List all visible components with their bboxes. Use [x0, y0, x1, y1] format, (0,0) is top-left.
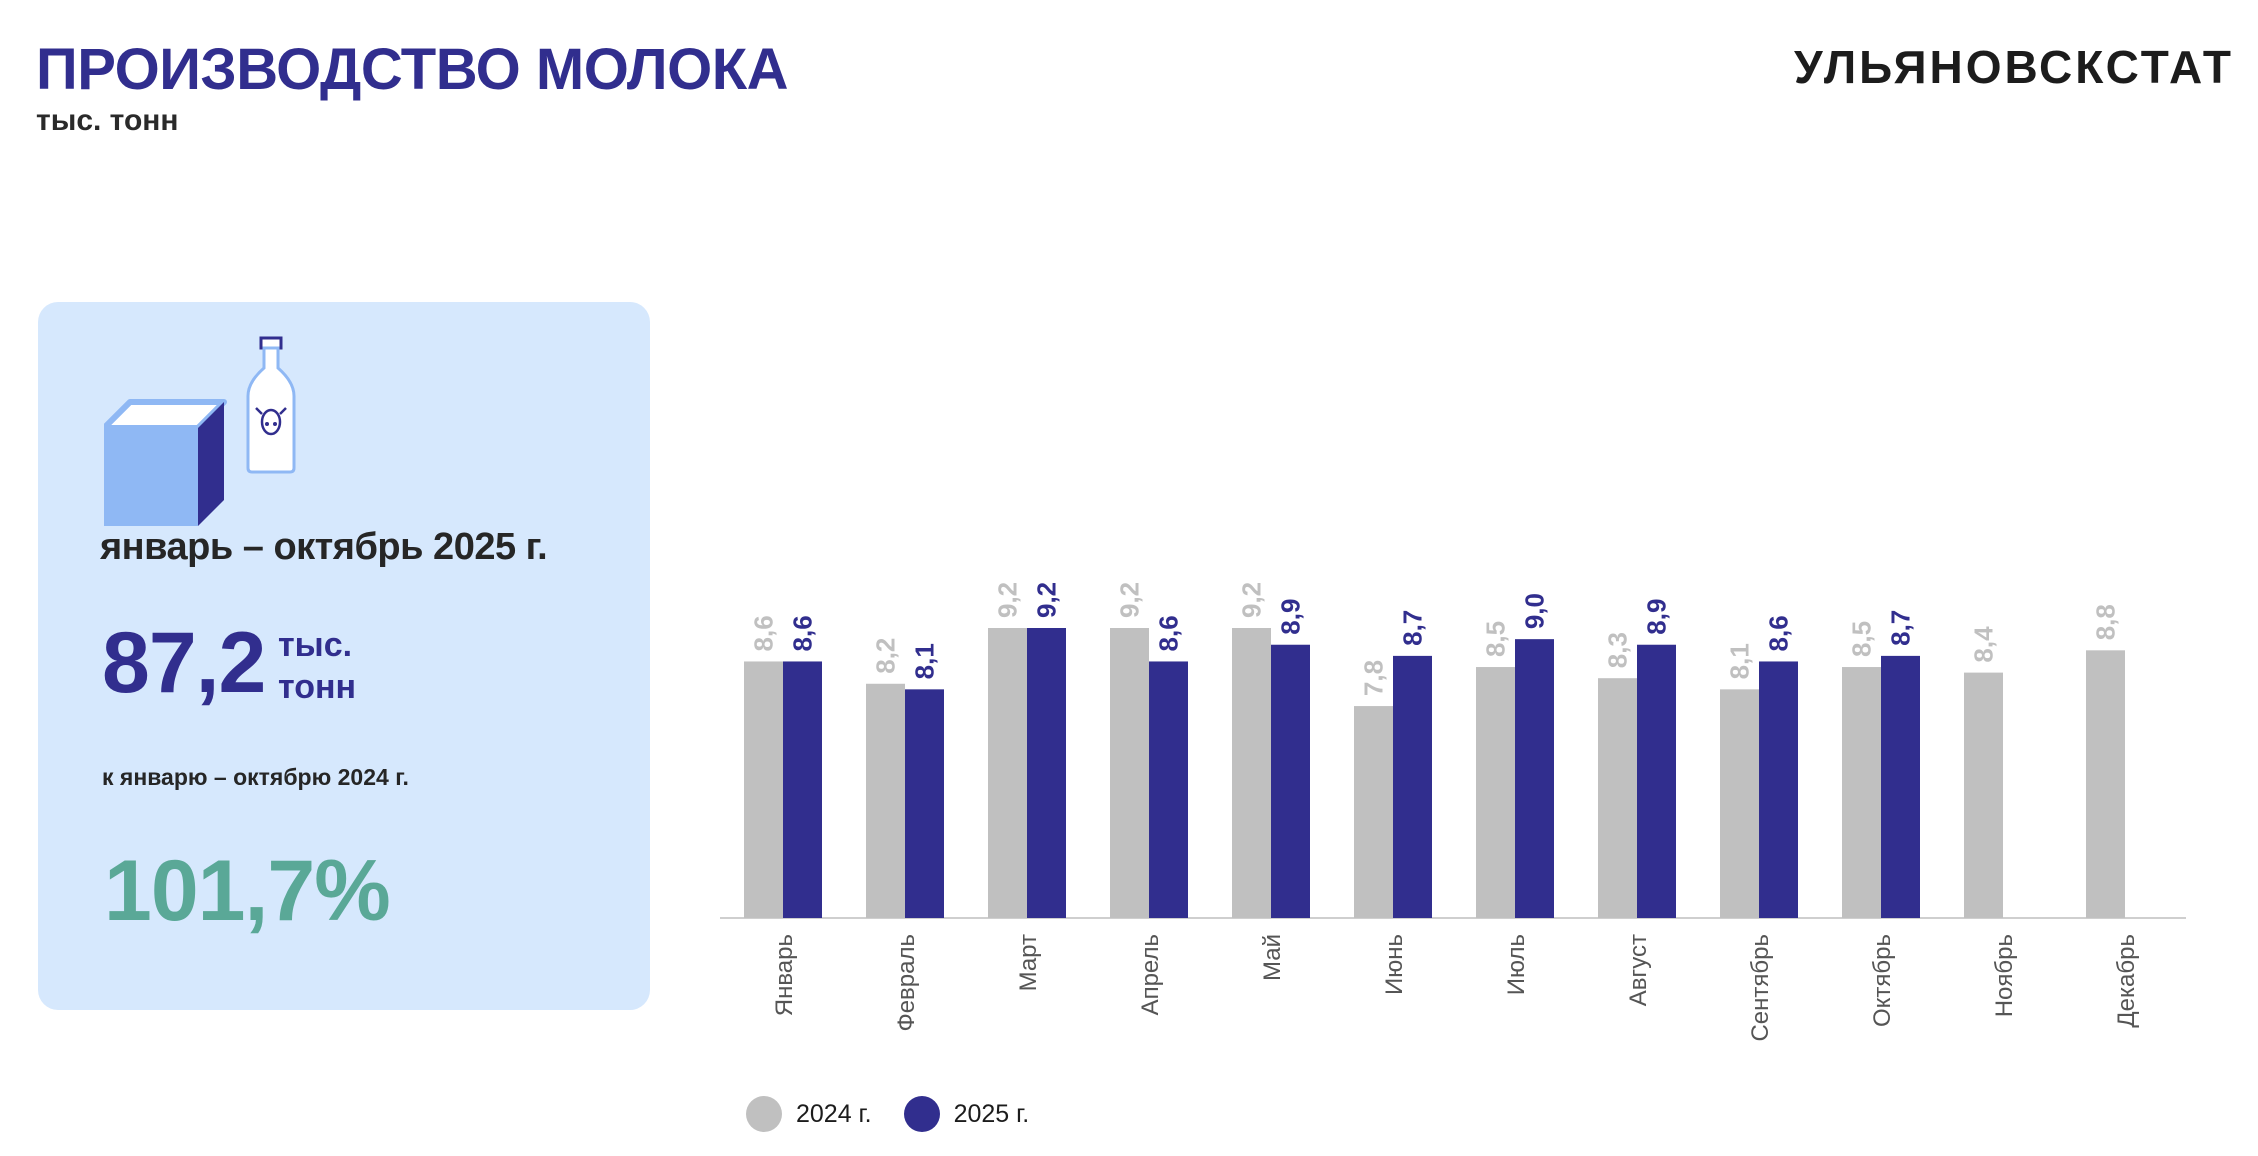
chart-legend: 2024 г. 2025 г. — [746, 1096, 1061, 1132]
bar-2025-6 — [1515, 639, 1554, 918]
x-tick-label-4: Май — [1259, 934, 1286, 981]
data-label-2024-3: 9,2 — [1115, 582, 1145, 618]
x-tick-label-10: Ноябрь — [1991, 934, 2018, 1017]
data-label-2024-5: 7,8 — [1359, 660, 1389, 696]
comparison-label: к январю – октябрю 2024 г. — [102, 764, 409, 790]
legend-label-2025: 2025 г. — [953, 1099, 1030, 1128]
percent-value: 101,7% — [104, 843, 391, 939]
bar-2025-0 — [783, 661, 822, 918]
bar-2025-5 — [1393, 655, 1432, 918]
data-label-2024-7: 8,3 — [1603, 632, 1633, 668]
page-subtitle: тыс. тонн — [36, 104, 179, 137]
legend-label-2024: 2024 г. — [796, 1099, 872, 1128]
period-label: январь – октябрь 2025 г. — [100, 526, 548, 568]
bar-2024-5 — [1354, 706, 1393, 918]
data-label-2024-10: 8,4 — [1969, 626, 1999, 663]
x-tick-label-3: Апрель — [1137, 934, 1164, 1015]
data-label-2024-1: 8,2 — [871, 638, 901, 674]
data-label-2025-6: 9,0 — [1520, 593, 1550, 629]
data-label-2025-5: 8,7 — [1398, 610, 1428, 646]
brand-logo: УЛЬЯНОВСКСТАТ — [1794, 41, 2234, 93]
data-label-2024-0: 8,6 — [749, 615, 779, 651]
bar-2024-4 — [1232, 628, 1271, 918]
bar-2025-7 — [1637, 644, 1676, 918]
bar-2025-8 — [1759, 661, 1798, 918]
data-label-2025-1: 8,1 — [910, 643, 940, 679]
x-tick-label-0: Январь — [771, 934, 798, 1016]
total-unit-line1: тыс. — [278, 626, 353, 664]
data-label-2025-0: 8,6 — [788, 615, 818, 651]
data-label-2024-6: 8,5 — [1481, 621, 1511, 657]
legend-item-2025: 2025 г. — [903, 1096, 1030, 1132]
x-tick-label-1: Февраль — [893, 934, 920, 1032]
bar-2024-2 — [988, 628, 1027, 918]
legend-item-2024: 2024 г. — [746, 1096, 872, 1132]
data-label-2024-2: 9,2 — [993, 582, 1023, 618]
bar-2025-9 — [1881, 655, 1920, 918]
x-tick-label-2: Март — [1015, 934, 1042, 991]
bar-2024-11 — [2086, 650, 2125, 918]
data-label-2024-8: 8,1 — [1725, 643, 1755, 679]
data-label-2025-8: 8,6 — [1764, 615, 1794, 651]
bar-2024-7 — [1598, 678, 1637, 918]
bar-2024-6 — [1476, 667, 1515, 918]
bar-2024-8 — [1720, 689, 1759, 918]
x-tick-label-5: Июнь — [1381, 934, 1408, 995]
bar-2025-4 — [1271, 644, 1310, 918]
total-unit: тыс. тонн — [278, 624, 356, 708]
data-label-2025-9: 8,7 — [1886, 610, 1916, 646]
bar-2024-9 — [1842, 667, 1881, 918]
bar-2025-1 — [905, 689, 944, 918]
x-tick-label-6: Июль — [1503, 934, 1530, 995]
data-label-2025-2: 9,2 — [1032, 582, 1062, 618]
milk-carton-and-bottle-icon — [104, 336, 296, 526]
data-label-2024-9: 8,5 — [1847, 621, 1877, 657]
bar-2024-10 — [1964, 672, 2003, 918]
legend-swatch-2025 — [903, 1096, 940, 1132]
page-title: ПРОИЗВОДСТВО МОЛОКА — [36, 37, 788, 102]
data-label-2025-3: 8,6 — [1154, 615, 1184, 651]
bar-2025-2 — [1027, 628, 1066, 918]
bar-2024-0 — [744, 661, 783, 918]
data-label-2024-11: 8,8 — [2091, 604, 2121, 640]
summary-panel: январь – октябрь 2025 г. 87,2 тыс. тонн … — [38, 302, 650, 1010]
bar-2024-3 — [1110, 628, 1149, 918]
data-label-2025-4: 8,9 — [1276, 599, 1306, 635]
total-value: 87,2 — [102, 615, 266, 711]
bar-2025-3 — [1149, 661, 1188, 918]
legend-swatch-2024 — [746, 1096, 782, 1132]
x-tick-label-9: Октябрь — [1869, 934, 1896, 1027]
x-tick-label-11: Декабрь — [2113, 934, 2140, 1028]
data-label-2024-4: 9,2 — [1237, 582, 1267, 618]
x-tick-label-8: Сентябрь — [1747, 934, 1774, 1042]
data-label-2025-7: 8,9 — [1642, 599, 1672, 635]
bar-2024-1 — [866, 683, 905, 918]
x-tick-label-7: Август — [1625, 934, 1652, 1006]
total-unit-line2: тонн — [278, 668, 357, 706]
